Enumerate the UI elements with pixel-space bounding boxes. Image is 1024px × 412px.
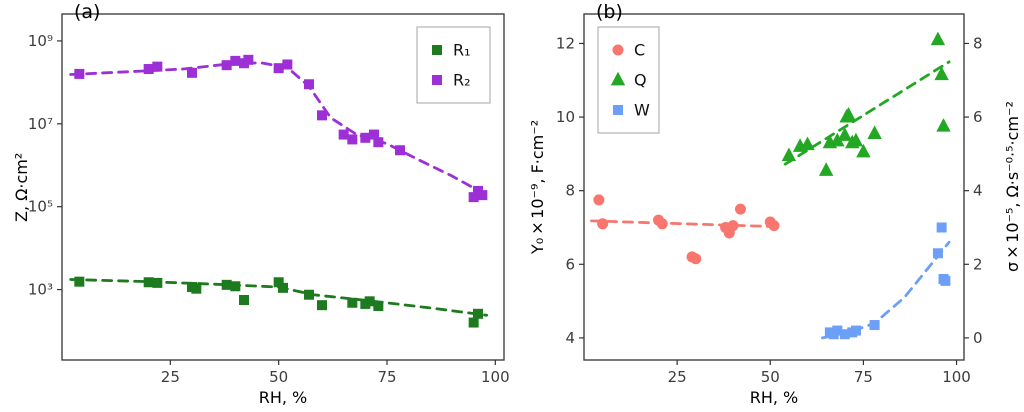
- panel-a-label: (a): [74, 1, 101, 23]
- legend: CQW: [597, 26, 660, 134]
- y-tick-label: 8: [565, 182, 575, 200]
- x-tick-label: 75: [377, 368, 396, 386]
- x-tick-label: 50: [761, 368, 780, 386]
- y2-tick-label: 2: [973, 255, 983, 273]
- legend-label-Q: Q: [634, 71, 647, 90]
- y-tick-label: 10⁷: [28, 115, 53, 133]
- panel-a-x-axis-title: RH, %: [258, 388, 308, 407]
- y2-tick-label: 0: [973, 329, 983, 347]
- panel-b-left-y-axis-title: Y₀×10⁻⁹, F·cm⁻²: [528, 119, 547, 255]
- y-tick-label: 10⁵: [28, 198, 53, 216]
- trend-line-C: [590, 219, 783, 229]
- x-tick-label: 50: [269, 368, 288, 386]
- x-tick-label: 100: [942, 368, 971, 386]
- points-C: [593, 194, 780, 265]
- panel-b-plot: 25 50 75 100 4 6 8 10 12 0 2 4 6 8 CQW: [556, 13, 983, 386]
- x-tick-label: 25: [668, 368, 687, 386]
- y-tick-label: 10: [556, 108, 575, 126]
- points-Q: [781, 31, 951, 176]
- x-tick-label: 75: [854, 368, 873, 386]
- panel-b-right-y-axis-title: σ×10⁻⁵, Ω·s⁻⁰·⁵·cm⁻²: [1003, 101, 1022, 273]
- y-tick-label: 10⁹: [28, 32, 53, 50]
- legend-label-W: W: [634, 101, 650, 120]
- x-tick-label: 100: [481, 368, 510, 386]
- y-tick-label: 10³: [28, 281, 53, 299]
- panel-a-y-axis-title: Z, Ω·cm²: [12, 152, 31, 222]
- y2-tick-label: 6: [973, 108, 983, 126]
- points-R1: [74, 276, 483, 328]
- points-W: [824, 222, 951, 340]
- legend-label-R1: R₁: [453, 41, 471, 60]
- panel-b: (b) Y₀×10⁻⁹, F·cm⁻² σ×10⁻⁵, Ω·s⁻⁰·⁵·cm⁻²…: [512, 0, 1024, 412]
- points-R2: [74, 54, 488, 203]
- legend-label-C: C: [634, 41, 645, 60]
- y-tick-label: 12: [556, 34, 575, 52]
- x-tick-label: 25: [161, 368, 180, 386]
- y2-tick-label: 8: [973, 34, 983, 52]
- panel-a: (a) Z, Ω·cm² 25 50 75 100 10³ 10⁵ 10⁷ 10⁹ R₁ R₂ R…: [12, 1, 510, 407]
- panel-b-label: (b): [596, 1, 623, 23]
- panel-b-x-axis-title: RH, %: [749, 388, 799, 407]
- y-tick-label: 4: [565, 329, 575, 347]
- legend-label-R2: R₂: [453, 71, 471, 90]
- y-tick-label: 6: [565, 255, 575, 273]
- y2-tick-label: 4: [973, 182, 983, 200]
- panel-a-plot: 25 50 75 100 10³ 10⁵ 10⁷ 10⁹ R₁ R₂: [28, 13, 510, 386]
- legend: R₁ R₂: [416, 26, 491, 104]
